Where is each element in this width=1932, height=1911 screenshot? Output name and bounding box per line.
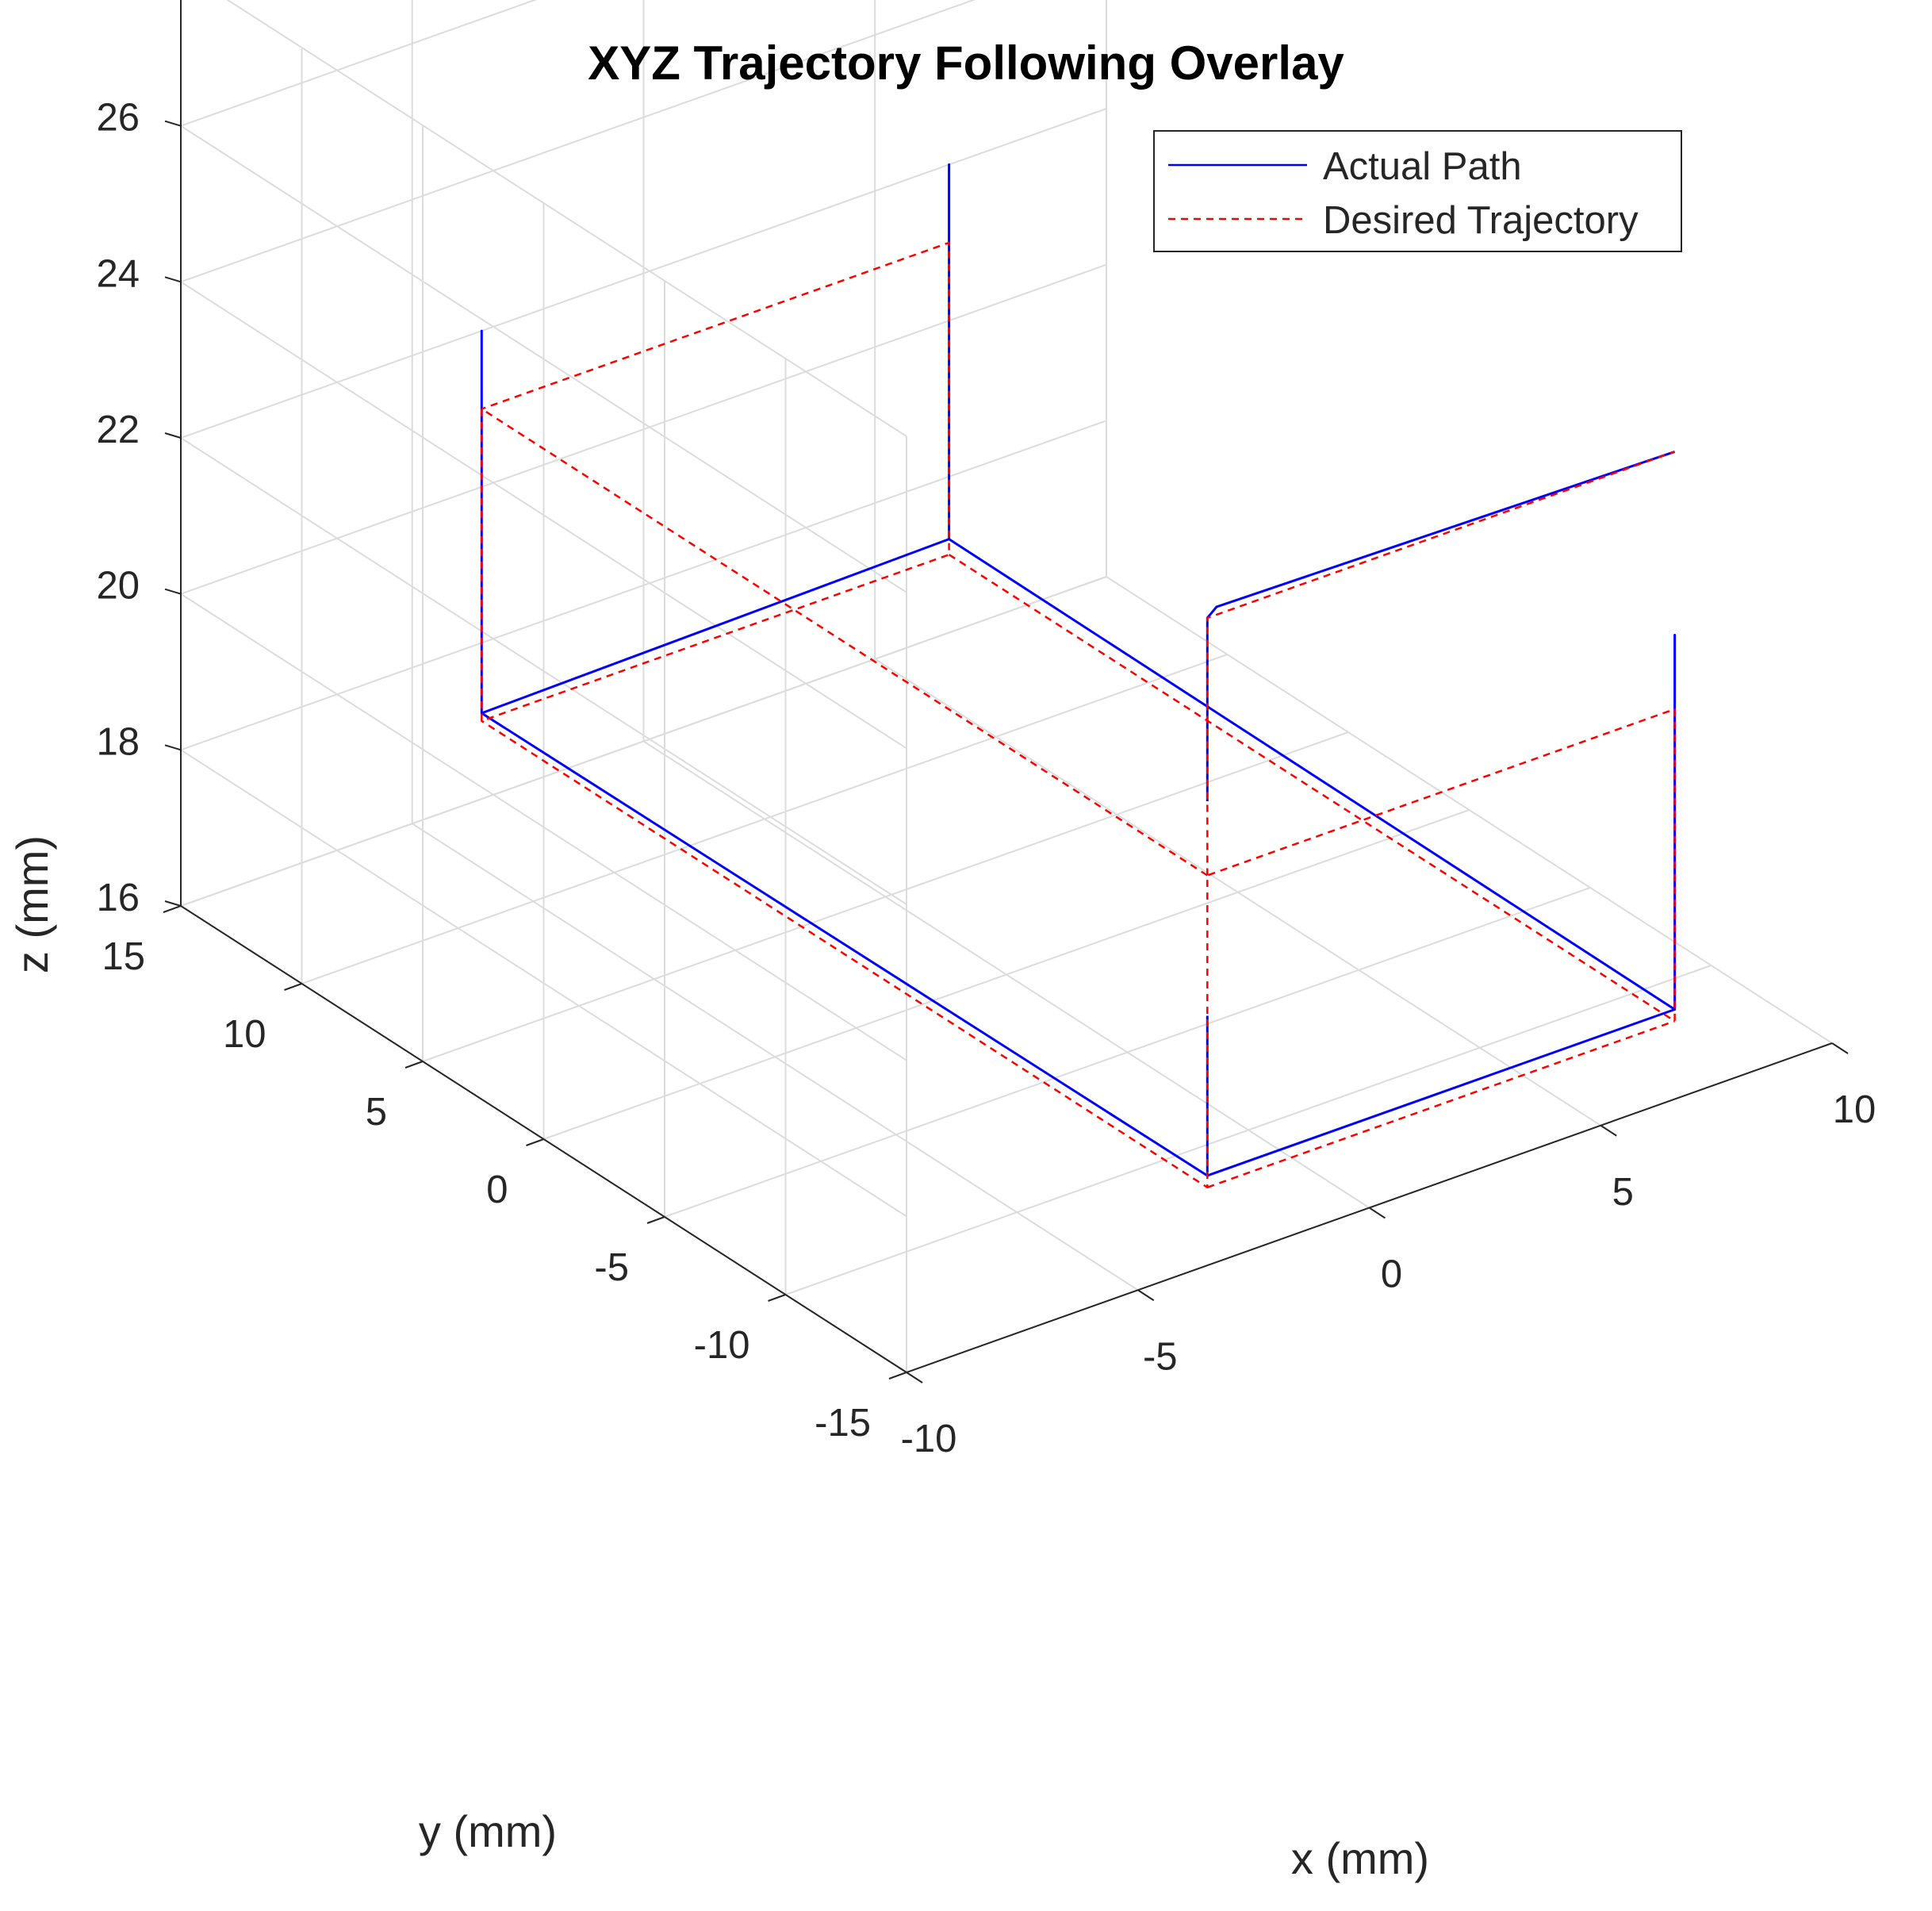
x-tick	[1368, 1207, 1386, 1219]
data-layer	[480, 163, 1677, 1189]
z-tick	[164, 588, 182, 595]
series-desired-trajectory	[481, 241, 1208, 877]
grid-line-z-back	[180, 576, 1107, 907]
z-tick-label: 20	[96, 565, 140, 608]
series-desired-trajectory	[1206, 451, 1676, 876]
series-desired-trajectory	[1206, 1020, 1676, 1188]
series-desired-trajectory	[481, 554, 1676, 1189]
chart-title: XYZ Trajectory Following Overlay	[588, 36, 1344, 90]
z-tick-label: 22	[96, 409, 140, 451]
grid-line-z-left	[180, 749, 907, 1218]
grid-line-y-floor	[785, 965, 1712, 1295]
grid-line-z-back	[180, 0, 538, 127]
series-actual-path	[1206, 450, 1676, 801]
x-tick	[1831, 1042, 1849, 1054]
x-tick-label: 10	[1833, 1088, 1876, 1131]
x-tick-label: 0	[1381, 1253, 1402, 1296]
z-tick-label: 24	[96, 252, 140, 295]
z-tick	[164, 744, 182, 751]
x-tick	[1137, 1289, 1155, 1302]
legend-box	[1153, 130, 1682, 252]
z-tick	[164, 276, 182, 283]
grid-line-z-left	[180, 593, 907, 1061]
x-tick	[1600, 1124, 1617, 1137]
legend-label-actual-path: Actual Path	[1323, 145, 1522, 188]
z-axis-label: z (mm)	[7, 835, 57, 973]
x-axis-label: x (mm)	[1291, 1833, 1429, 1883]
z-tick-label: 26	[96, 97, 140, 140]
x-tick-label: -10	[901, 1418, 957, 1460]
axes-layer	[163, 0, 1849, 1383]
grid-line-z-left	[226, 0, 907, 437]
grid-line-y-floor	[664, 887, 1591, 1218]
z-tick-label: 16	[96, 877, 140, 919]
z-tick	[164, 120, 182, 127]
y-tick	[404, 1061, 424, 1069]
x-tick	[906, 1372, 923, 1383]
grid-line-z-back	[180, 108, 1107, 439]
y-tick	[526, 1138, 544, 1146]
grid-line-y-floor	[543, 809, 1470, 1140]
y-tick-label: 10	[223, 1013, 266, 1056]
y-tick-label: 15	[102, 935, 145, 978]
grid-line-z-back	[180, 263, 1107, 595]
grid-line-z-left	[180, 437, 907, 905]
grid-line-y-floor	[301, 654, 1228, 984]
z-tick	[164, 432, 182, 439]
legend-label-desired-trajectory: Desired Trajectory	[1323, 199, 1639, 242]
grid-line-z-left	[180, 281, 907, 750]
grid-line-z-left	[180, 125, 907, 593]
y-axis-label: y (mm)	[419, 1806, 557, 1856]
y-tick-label: 0	[486, 1168, 508, 1211]
y-tick-label: -5	[594, 1246, 629, 1289]
y-tick-label: -15	[815, 1402, 871, 1445]
y-tick	[768, 1294, 786, 1302]
legend: Actual Path Desired Trajectory	[1153, 130, 1682, 252]
grid-line-y-floor	[422, 731, 1349, 1062]
y-tick	[646, 1216, 665, 1224]
x-tick-label: -5	[1143, 1335, 1178, 1378]
z-tick	[164, 900, 182, 907]
grid-line-z-back	[180, 420, 1107, 751]
grid-layer	[180, 0, 1833, 1373]
y-tick	[163, 905, 182, 913]
y-tick-label: -10	[694, 1324, 750, 1367]
y-tick	[888, 1372, 907, 1380]
series-actual-path	[480, 163, 1677, 1177]
y-tick	[284, 983, 302, 991]
y-tick-label: 5	[366, 1091, 387, 1134]
x-tick-label: 5	[1612, 1171, 1634, 1214]
z-tick-label: 18	[96, 720, 140, 763]
grid-line-z-back	[180, 0, 976, 283]
